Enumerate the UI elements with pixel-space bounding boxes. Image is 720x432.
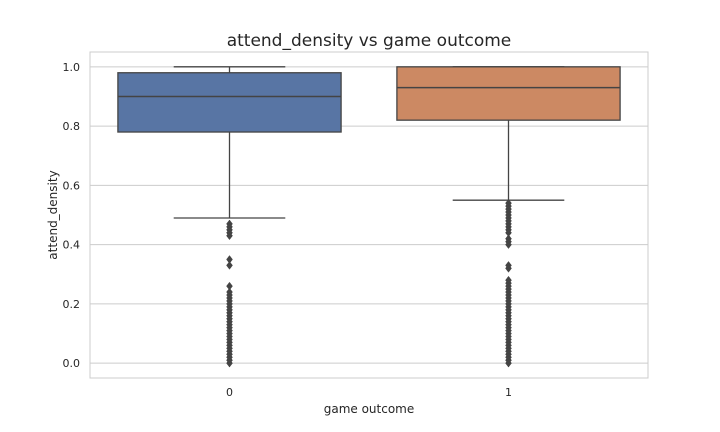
chart-title: attend_density vs game outcome — [227, 31, 512, 51]
y-tick-label: 0.8 — [63, 120, 81, 133]
y-tick-label: 0.2 — [63, 298, 81, 311]
y-tick-label: 1.0 — [63, 61, 81, 74]
box-group-0 — [117, 66, 342, 368]
outlier-point — [226, 231, 233, 241]
iqr-box — [396, 66, 621, 121]
y-tick-label: 0.6 — [63, 179, 81, 192]
outlier-point — [505, 240, 512, 249]
box-series — [117, 66, 621, 368]
y-tick-label: 0.0 — [63, 357, 81, 370]
outlier-point — [505, 264, 512, 273]
x-tick-label: 0 — [226, 386, 233, 399]
box-group-1 — [396, 66, 621, 368]
iqr-box — [117, 72, 342, 133]
y-tick-labels: 0.0 0.2 0.4 0.6 0.8 1.0 — [63, 61, 81, 370]
x-tick-label: 1 — [505, 386, 512, 399]
x-axis-label: game outcome — [324, 402, 415, 416]
outlier-point — [505, 358, 512, 368]
outlier-point — [226, 358, 233, 368]
outlier-point — [226, 261, 233, 270]
y-tick-label: 0.4 — [63, 239, 81, 252]
y-axis-label: attend_density — [46, 170, 60, 259]
plot-frame — [89, 51, 649, 379]
